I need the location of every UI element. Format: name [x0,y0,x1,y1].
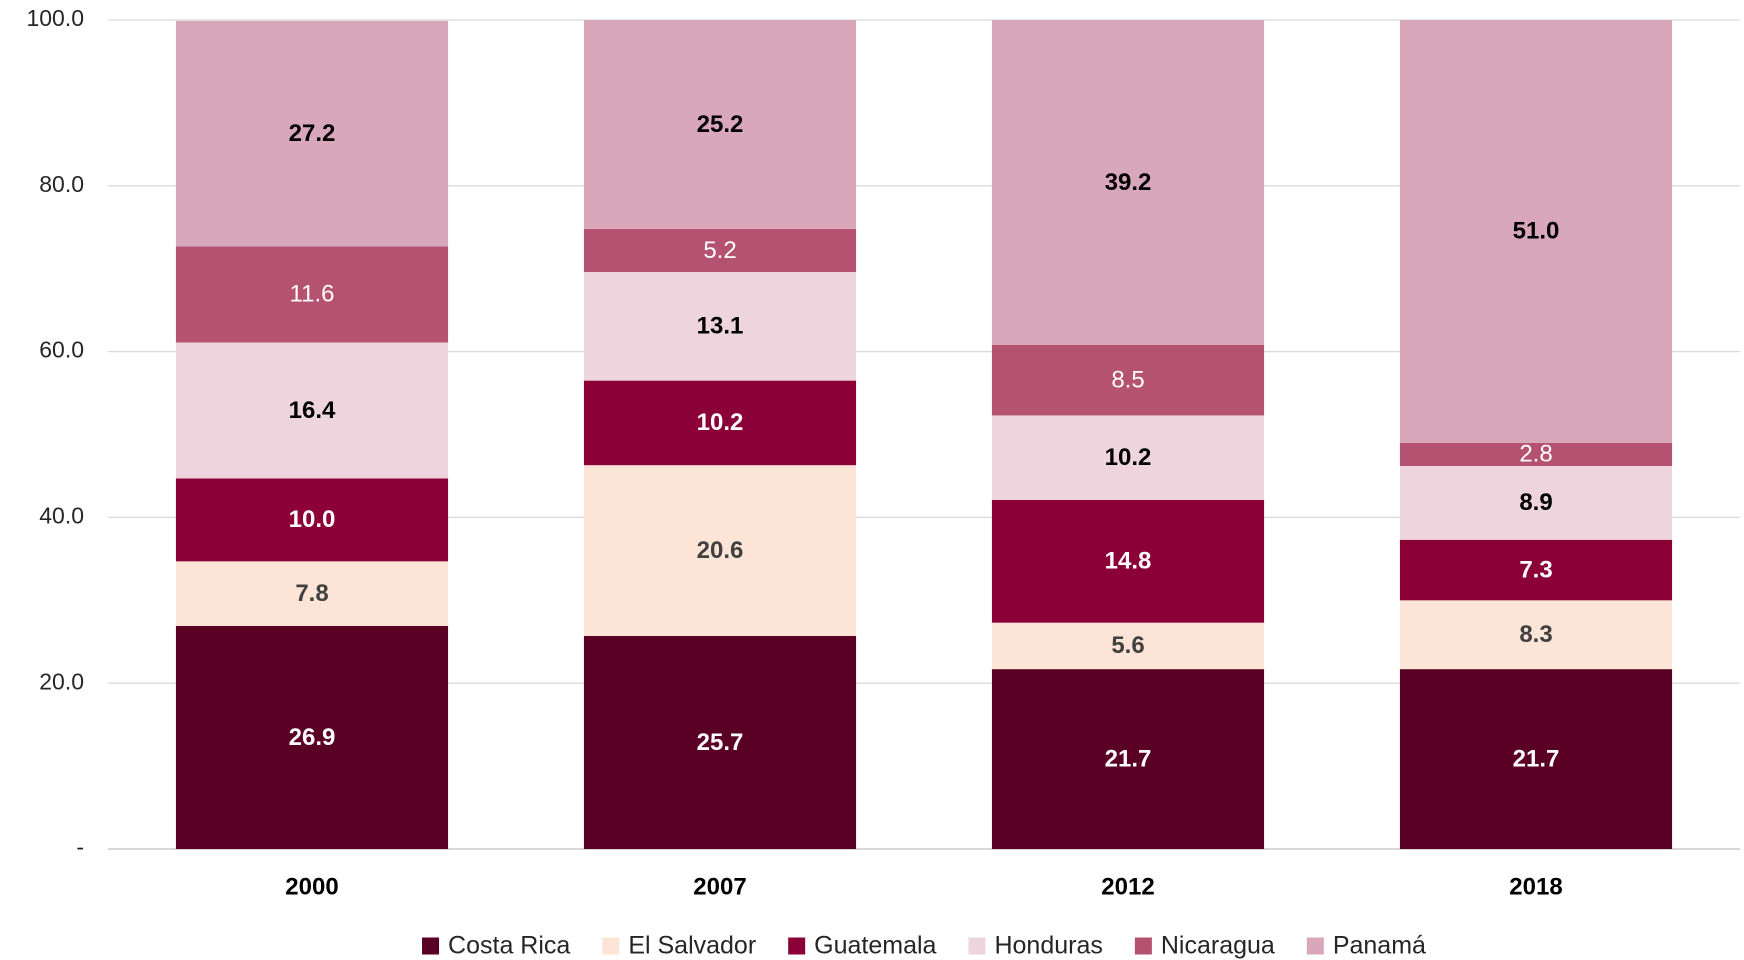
bar-segment [175,625,449,849]
data-label: 8.9 [1519,489,1552,516]
data-label: 8.5 [1111,367,1144,394]
bar-segment [991,499,1265,623]
legend-swatch [788,937,806,955]
bar-segment [1399,20,1673,443]
bar-segment [583,465,857,636]
legend-swatch [968,937,986,955]
legend-label: Nicaragua [1161,932,1275,960]
y-tick-label: 40.0 [39,502,84,528]
y-tick-label: 60.0 [39,337,84,363]
data-label: 7.3 [1519,556,1552,583]
bar-segment [583,272,857,381]
data-label: 39.2 [1105,169,1152,196]
data-label: 10.2 [697,409,744,436]
bar-segment [991,20,1265,345]
bar-segment [1399,669,1673,849]
legend: Costa Rica El Salvador Guatemala Honduras Ni… [422,932,1426,960]
data-label: 20.6 [697,537,744,564]
data-label: 25.2 [697,111,744,138]
y-tick-label: 20.0 [39,668,84,694]
bar-segment [583,228,857,273]
legend-swatch [1306,937,1324,955]
bar-segment [991,669,1265,849]
bar-segment [991,415,1265,500]
legend-swatch [422,937,440,955]
data-label: 7.8 [295,580,328,607]
bar-segment [991,622,1265,670]
y-tick-label: - [76,834,84,860]
legend-label: Guatemala [814,932,936,960]
legend-swatch [1134,937,1152,955]
legend-swatch [602,937,620,955]
data-label: 5.6 [1111,632,1144,659]
bar-segment [1399,539,1673,601]
data-label: 21.7 [1105,745,1152,772]
data-label: 11.6 [290,281,335,308]
data-label: 27.2 [289,120,336,147]
bar-segment [1399,600,1673,670]
y-tick-label: 80.0 [39,171,84,197]
bar-segment [175,246,449,343]
data-label: 25.7 [697,729,744,756]
bar-segment [583,635,857,849]
bar-segment [991,344,1265,416]
data-label: 26.9 [289,724,336,751]
data-label: 14.8 [1105,548,1152,575]
data-label: 16.4 [289,397,336,424]
data-label: 13.1 [697,313,744,340]
legend-label: Panamá [1333,932,1426,960]
bar-segment [175,561,449,626]
bar-segment [175,20,449,247]
x-tick-label: 2007 [693,873,746,900]
data-label: 2.8 [1519,441,1552,468]
bar-segment [175,478,449,562]
bar-segment [1399,442,1673,467]
legend-label: El Salvador [628,932,756,960]
legend-label: Honduras [994,932,1102,960]
data-label: 5.2 [703,237,736,264]
legend-label: Costa Rica [448,932,570,960]
data-label: 8.3 [1519,621,1552,648]
data-label: 51.0 [1513,218,1560,245]
data-label: 21.7 [1513,745,1560,772]
data-label: 10.2 [1105,444,1152,471]
y-tick-label: 100.0 [26,5,84,31]
bar-segment [1399,466,1673,540]
x-tick-label: 2018 [1509,873,1562,900]
bar-segment [175,342,449,479]
x-tick-label: 2012 [1101,873,1154,900]
x-tick-label: 2000 [285,873,338,900]
bar-segment [583,20,857,229]
data-label: 10.0 [289,506,336,533]
bar-segment [583,380,857,466]
